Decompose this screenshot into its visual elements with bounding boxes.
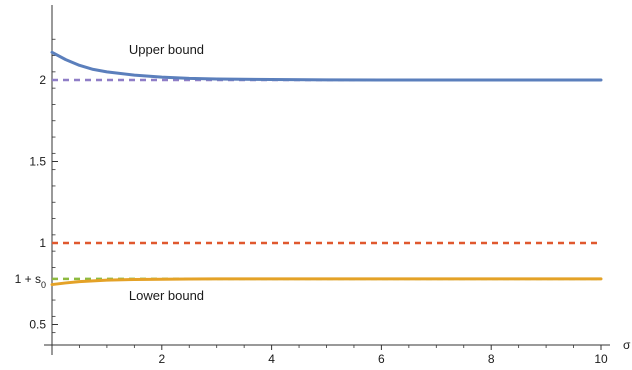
x-tick-label: 2 (158, 352, 165, 366)
y-tick-label: 2 (39, 73, 46, 87)
annotations: Upper bound Lower bound (129, 42, 204, 303)
axes: 2 4 6 8 10 σ 0.5 1 1.5 2 1 + s0 (15, 5, 631, 366)
upper-bound-line (50, 50, 603, 82)
annotation-lower-bound: Lower bound (129, 288, 204, 303)
x-axis-label: σ (623, 338, 631, 352)
x-tick-label: 10 (594, 352, 608, 366)
lower-bound-line (50, 277, 603, 287)
y-tick-label: 1 (39, 236, 46, 250)
y-tick-label-s0: 1 + s0 (15, 272, 46, 290)
annotation-upper-bound: Upper bound (129, 42, 204, 57)
x-tick-label: 6 (378, 352, 385, 366)
series-group (50, 50, 603, 287)
y-tick-label: 0.5 (29, 318, 46, 332)
y-tick-label: 1.5 (29, 155, 46, 169)
x-tick-label: 4 (268, 352, 275, 366)
x-tick-label: 8 (488, 352, 495, 366)
